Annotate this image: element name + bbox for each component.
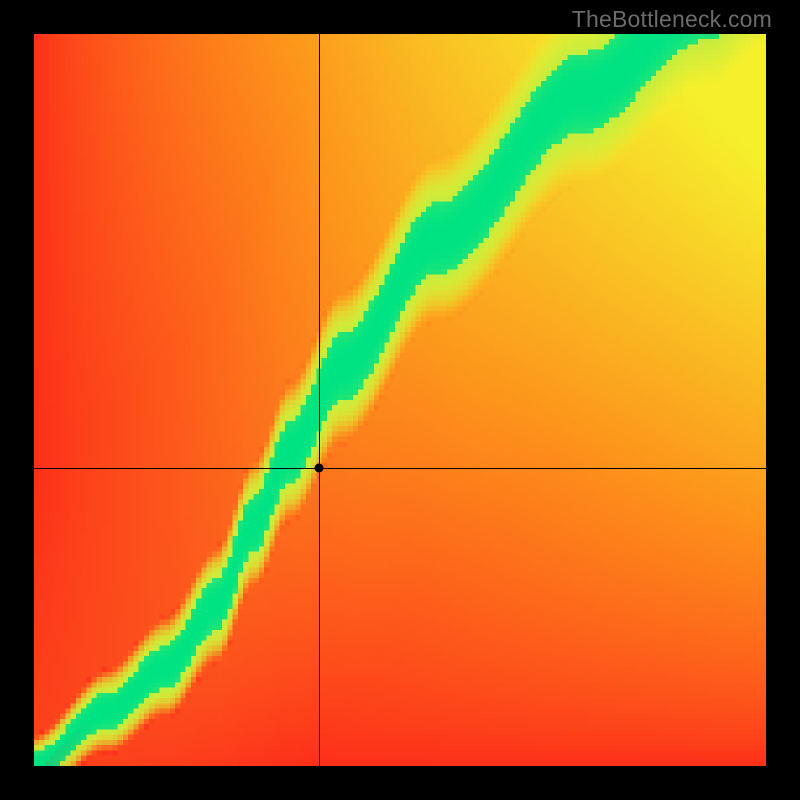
watermark-text: TheBottleneck.com <box>572 6 772 33</box>
heatmap-plot <box>34 34 766 766</box>
chart-root: TheBottleneck.com <box>0 0 800 800</box>
marker-dot <box>314 464 323 473</box>
heatmap-canvas <box>34 34 766 766</box>
crosshair-vertical <box>319 34 320 766</box>
crosshair-horizontal <box>34 468 766 469</box>
